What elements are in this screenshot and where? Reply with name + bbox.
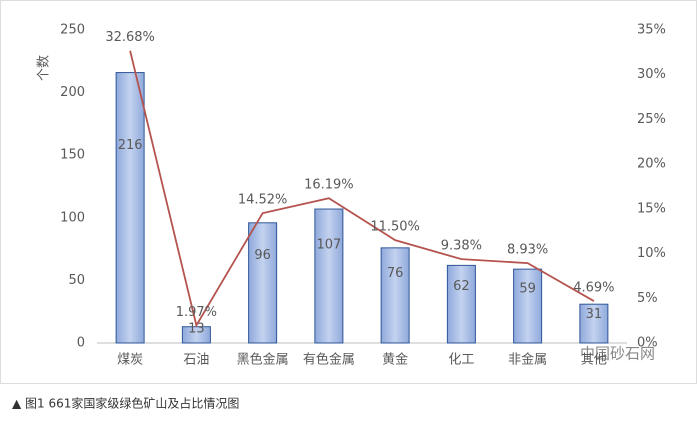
bar-value-label: 96 [254, 248, 271, 263]
y-tick-label: 100 [60, 210, 85, 225]
y2-tick-label: 0% [637, 336, 658, 351]
line-value-label: 11.50% [370, 220, 420, 235]
y2-tick-label: 5% [637, 291, 658, 306]
y2-tick-label: 35% [637, 23, 666, 38]
y-tick-label: 0 [77, 336, 85, 351]
bar [248, 222, 278, 344]
y-tick-label: 150 [60, 148, 85, 163]
x-tick-label: 煤炭 [117, 353, 143, 368]
line-value-label: 14.52% [238, 193, 288, 208]
y-tick-label: 50 [68, 273, 85, 288]
line-value-label: 4.69% [573, 281, 614, 296]
x-tick-label: 其他 [581, 353, 607, 368]
line-value-label: 16.19% [304, 178, 354, 193]
bar-value-label: 107 [316, 238, 341, 253]
x-tick-label: 有色金属 [303, 352, 355, 368]
watermark: 中国砂石网 [580, 345, 655, 363]
x-tick-label: 黑色金属 [237, 352, 289, 368]
bar-value-label: 13 [188, 322, 205, 337]
y2-tick-label: 10% [637, 246, 666, 261]
y-tick-label: 200 [60, 85, 85, 100]
bar [446, 264, 476, 344]
y2-tick-label: 20% [637, 157, 666, 172]
bar-value-label: 76 [387, 266, 404, 281]
x-tick-label: 石油 [183, 353, 209, 368]
bar [579, 303, 609, 344]
caption: ▲ 图1 661家国家级绿色矿山及占比情况图 [12, 396, 239, 411]
bar-value-label: 216 [118, 138, 143, 153]
bar [314, 208, 344, 344]
line-value-label: 1.97% [176, 305, 217, 320]
bar [513, 268, 543, 344]
bar-value-label: 59 [519, 282, 536, 297]
x-tick-label: 化工 [448, 353, 474, 368]
y-axis-label: 个数 [37, 55, 52, 81]
line [129, 50, 595, 328]
y2-tick-label: 15% [637, 201, 666, 216]
y2-tick-label: 30% [637, 67, 666, 82]
line-value-label: 32.68% [105, 30, 155, 45]
bar-value-label: 62 [453, 279, 470, 294]
line-value-label: 9.38% [441, 239, 482, 254]
x-tick-label: 非金属 [508, 352, 547, 368]
bar-value-label: 31 [586, 307, 603, 322]
line-value-label: 8.93% [507, 243, 548, 258]
y2-tick-label: 25% [637, 112, 666, 127]
bar [115, 72, 145, 344]
x-tick-label: 黄金 [382, 352, 408, 368]
y-tick-label: 250 [60, 23, 85, 38]
bar [380, 247, 410, 344]
